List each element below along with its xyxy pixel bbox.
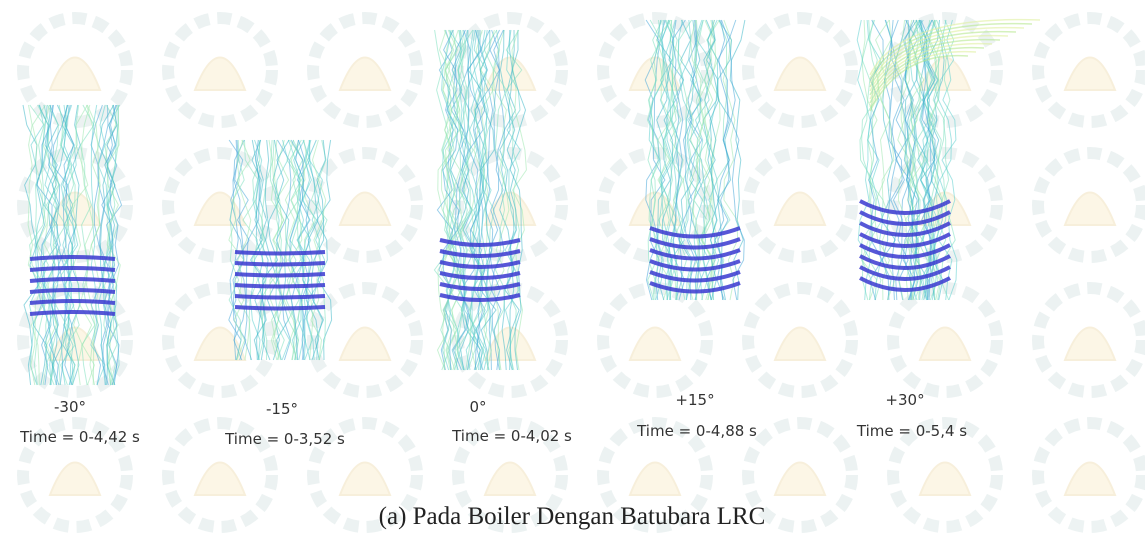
angle-label: +30°	[885, 391, 924, 409]
pathline	[730, 20, 745, 300]
watermark-lotus	[775, 193, 825, 226]
angle-label: 0°	[469, 398, 486, 416]
swirl-vane	[235, 274, 325, 276]
angle-label: -15°	[266, 400, 298, 418]
watermark-lotus	[340, 58, 390, 91]
pathline-panel	[434, 30, 526, 370]
watermark-lotus	[340, 328, 390, 361]
swirl-vane	[30, 312, 115, 314]
watermark-lotus	[775, 58, 825, 91]
swirl-vane	[235, 307, 325, 309]
time-label: Time = 0-5,4 s	[856, 422, 967, 440]
swirl-vane	[440, 273, 520, 278]
swirl-vane	[235, 263, 325, 265]
swirl-vane	[30, 279, 115, 281]
swirl-vane	[650, 272, 740, 281]
swirl-vane	[30, 290, 115, 292]
time-label: Time = 0-4,02 s	[451, 427, 572, 445]
watermark-lotus	[630, 328, 680, 361]
watermark-lotus	[340, 193, 390, 226]
watermark-lotus	[775, 328, 825, 361]
watermark-lotus	[920, 463, 970, 496]
swirl-vane	[235, 285, 325, 287]
swirl-vane	[30, 268, 115, 270]
pathline	[723, 20, 738, 300]
watermark-lotus	[195, 58, 245, 91]
swirl-vane	[235, 252, 325, 254]
watermark-lotus	[630, 463, 680, 496]
watermark-lotus	[340, 463, 390, 496]
watermark-lotus	[1065, 193, 1115, 226]
swirl-vane	[30, 301, 115, 303]
swirl-vane	[235, 296, 325, 298]
watermark-lotus	[775, 463, 825, 496]
pathline-panel	[23, 105, 122, 385]
watermark-lotus	[50, 58, 100, 91]
time-label: Time = 0-3,52 s	[224, 430, 345, 448]
watermark-lotus	[485, 463, 535, 496]
time-label: Time = 0-4,88 s	[636, 422, 757, 440]
watermark-lotus	[195, 463, 245, 496]
watermark	[23, 18, 1142, 527]
watermark-lotus	[1065, 58, 1115, 91]
time-label: Time = 0-4,42 s	[19, 428, 140, 446]
watermark-lotus	[1065, 463, 1115, 496]
watermark-lotus	[1065, 328, 1115, 361]
angle-label: -30°	[54, 398, 86, 416]
pathline	[729, 20, 744, 300]
angle-label: +15°	[675, 391, 714, 409]
watermark-lotus	[920, 328, 970, 361]
figure: -30° Time = 0-4,42 s -15° Time = 0-3,52 s 0°…	[0, 0, 1145, 551]
swirl-vane	[30, 257, 115, 259]
watermark-lotus	[50, 463, 100, 496]
caption: (a) Pada Boiler Dengan Batubara LRC	[379, 503, 766, 530]
